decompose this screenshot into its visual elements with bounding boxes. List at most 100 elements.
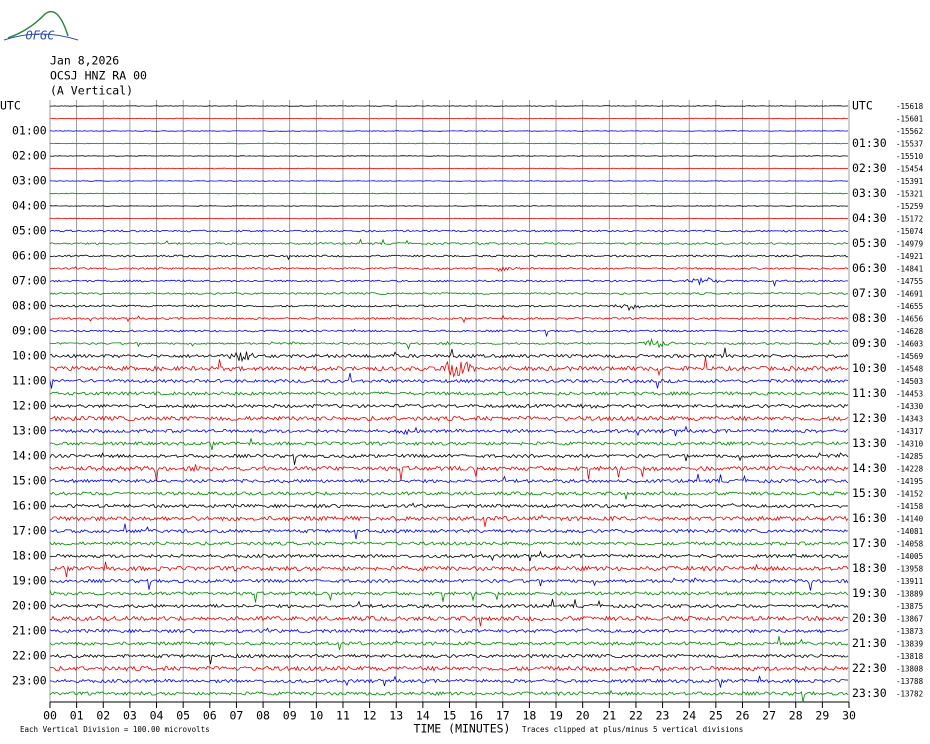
trace <box>49 328 849 338</box>
right-time-label: 02:30 <box>852 161 887 175</box>
right-time-label: 03:30 <box>852 186 887 200</box>
trace <box>49 217 849 220</box>
trace <box>50 105 849 107</box>
left-time-label: 15:00 <box>12 474 47 488</box>
trace <box>49 561 849 578</box>
trace <box>49 627 849 634</box>
offset-label: -15537 <box>896 140 923 149</box>
trace <box>49 337 849 350</box>
offset-label: -13808 <box>896 665 924 674</box>
left-time-label: 03:00 <box>12 174 47 188</box>
left-time-label: 05:00 <box>12 224 47 238</box>
offset-label: -13911 <box>896 577 923 586</box>
x-tick-label: 17 <box>496 709 510 723</box>
station: OCSJ HNZ RA 00 <box>50 69 147 83</box>
offset-label: -14628 <box>896 327 924 336</box>
left-time-label: 19:00 <box>12 574 47 588</box>
trace <box>49 473 849 484</box>
x-tick-label: 26 <box>736 709 750 723</box>
x-tick-label: 04 <box>150 709 164 723</box>
right-time-label: 19:30 <box>852 586 887 600</box>
left-time-label: 02:00 <box>12 149 47 163</box>
offset-label: -14343 <box>896 415 923 424</box>
left-time-label: 08:00 <box>12 299 47 313</box>
offset-label: -13782 <box>896 690 923 699</box>
right-time-label: 23:30 <box>852 686 887 700</box>
right-time-label: 18:30 <box>852 561 887 575</box>
trace <box>49 403 849 409</box>
offset-label: -14058 <box>896 540 924 549</box>
offset-label: -14140 <box>896 515 924 524</box>
offset-label: -13875 <box>896 602 923 611</box>
right-time-label: 17:30 <box>852 536 887 550</box>
x-tick-label: 28 <box>789 709 803 723</box>
x-tick-label: 10 <box>309 709 323 723</box>
x-tick-label: 20 <box>576 709 590 723</box>
trace <box>49 415 849 422</box>
x-tick-label: 12 <box>363 709 377 723</box>
right-time-label: 06:30 <box>852 261 887 275</box>
x-tick-label: 19 <box>549 709 563 723</box>
x-tick-label: 06 <box>203 709 217 723</box>
x-tick-label: 13 <box>389 709 403 723</box>
right-time-label: 07:30 <box>852 286 887 300</box>
trace <box>49 438 849 451</box>
right-time-label: 11:30 <box>852 386 887 400</box>
left-time-label: 18:00 <box>12 549 47 563</box>
x-tick-label: 30 <box>842 709 856 723</box>
offset-label: -14656 <box>896 315 924 324</box>
trace <box>49 636 849 650</box>
offset-label: -14453 <box>896 390 923 399</box>
x-tick-label: 25 <box>709 709 723 723</box>
offset-label: -14548 <box>896 365 924 374</box>
right-time-label: 21:30 <box>852 636 887 650</box>
offset-label: -15074 <box>896 227 924 236</box>
x-tick-label: 27 <box>762 709 776 723</box>
trace <box>49 491 849 500</box>
x-tick-label: 07 <box>230 709 244 723</box>
x-tick-label: 15 <box>443 709 457 723</box>
trace <box>49 464 849 481</box>
offset-label: -14228 <box>896 465 924 474</box>
left-time-label: 16:00 <box>12 499 47 513</box>
offset-label: -15321 <box>896 190 923 199</box>
offset-label: -15172 <box>896 215 923 224</box>
offset-label: -13889 <box>896 590 923 599</box>
trace <box>49 452 849 465</box>
left-time-label: 23:00 <box>12 674 47 688</box>
left-time-label: 07:00 <box>12 274 47 288</box>
x-tick-label: 09 <box>283 709 297 723</box>
trace <box>49 598 849 609</box>
trace <box>49 229 849 233</box>
trace <box>49 502 849 509</box>
right-time-label: 10:30 <box>852 361 887 375</box>
right-time-label: 08:30 <box>852 311 887 325</box>
offset-label: -14158 <box>896 502 924 511</box>
logo-graphic <box>3 10 79 41</box>
left-time-label: 01:00 <box>12 124 47 138</box>
trace <box>49 615 849 627</box>
left-time-label: 09:00 <box>12 324 47 338</box>
offset-label: -13867 <box>896 615 923 624</box>
x-tick-label: 02 <box>96 709 110 723</box>
offset-label: -14569 <box>896 352 923 361</box>
offset-label: -14655 <box>896 302 923 311</box>
trace <box>49 117 849 120</box>
right-time-label: UTC <box>852 99 873 113</box>
left-time-label: 04:00 <box>12 199 47 213</box>
offset-label: -14921 <box>896 252 923 261</box>
offset-label: -15391 <box>896 177 923 186</box>
trace <box>49 180 849 182</box>
trace <box>50 142 849 145</box>
offset-label: -15562 <box>896 127 923 136</box>
trace <box>49 254 849 261</box>
offset-label: -14195 <box>896 477 923 486</box>
offset-label: -14603 <box>896 340 923 349</box>
left-time-label: 13:00 <box>12 424 47 438</box>
x-tick-label: 22 <box>629 709 643 723</box>
x-tick-label: 01 <box>70 709 84 723</box>
x-tick-label: 00 <box>43 709 57 723</box>
trace <box>49 192 849 195</box>
x-tick-label: 11 <box>336 709 350 723</box>
